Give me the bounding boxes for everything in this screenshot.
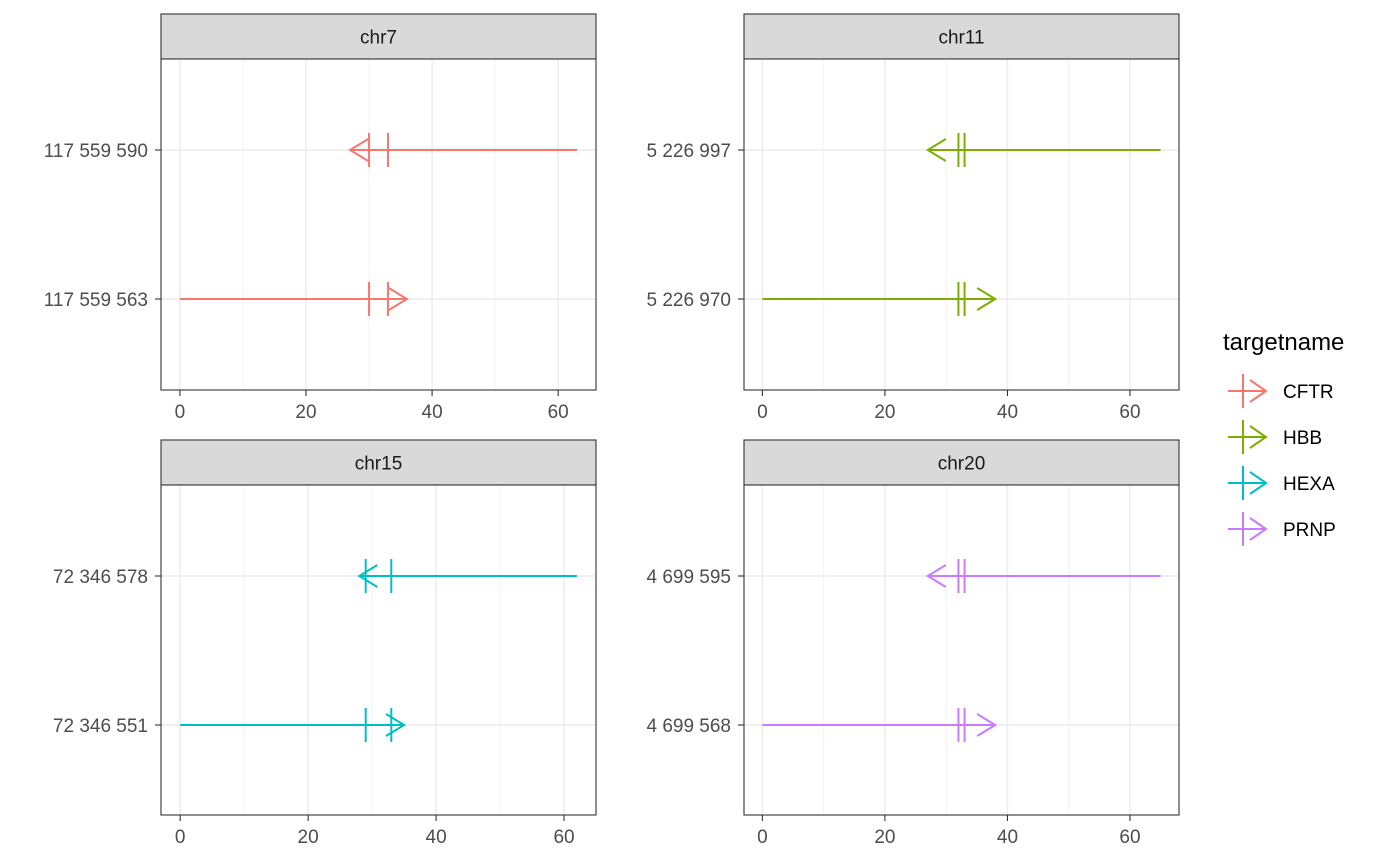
panel-border [743, 58, 1180, 391]
legend-key-arrowhead [1249, 471, 1268, 495]
strip-label: chr20 [938, 454, 986, 475]
segment-arrowhead [976, 713, 998, 737]
data-segment [925, 133, 1161, 167]
legend-key-arrowhead [1249, 425, 1268, 449]
segment-arrowhead [348, 138, 369, 162]
data-segment [762, 282, 998, 316]
strip-background [160, 13, 597, 60]
legend-label: HEXA [1283, 474, 1335, 495]
legend: targetname CFTR HBB HEXA PRNP [1223, 329, 1344, 546]
strip-label: chr11 [938, 28, 984, 49]
legend-key-arrowhead [1249, 379, 1268, 403]
panel-chr11: chr11 5 226 997 5 226 970 0 20 40 60 [646, 13, 1180, 423]
strip-label: chr15 [355, 454, 403, 475]
legend-label: PRNP [1283, 520, 1336, 541]
panel-chr20: chr20 4 699 595 4 699 568 0 20 40 60 [646, 439, 1180, 848]
segment-arrowhead [925, 564, 947, 588]
x-tick-label: 20 [298, 827, 319, 848]
panel-background [161, 59, 596, 390]
y-tick-label: 5 226 970 [646, 290, 731, 311]
data-segment [357, 559, 577, 593]
data-segment [179, 282, 409, 316]
y-tick-label: 4 699 568 [646, 716, 731, 737]
panel-border [160, 484, 597, 816]
x-tick-label: 60 [1119, 402, 1140, 423]
legend-label: CFTR [1283, 382, 1334, 403]
legend-key-PRNP: PRNP [1228, 512, 1336, 546]
panel-chr7: chr7 117 559 590 117 559 563 0 20 40 60 [44, 13, 597, 423]
panel-border [743, 484, 1180, 816]
panel-border [160, 58, 597, 391]
x-tick-label: 40 [997, 402, 1018, 423]
segment-arrowhead [388, 287, 409, 311]
legend-label: HBB [1283, 428, 1322, 449]
panel-background [744, 59, 1179, 390]
segment-arrowhead [925, 138, 947, 162]
y-tick-label: 5 226 997 [646, 141, 731, 162]
x-tick-label: 0 [175, 402, 186, 423]
x-tick-label: 20 [874, 827, 895, 848]
strip-label: chr7 [360, 28, 397, 49]
x-tick-label: 60 [548, 402, 569, 423]
legend-key-CFTR: CFTR [1228, 374, 1334, 408]
x-tick-label: 40 [422, 402, 443, 423]
x-tick-label: 0 [175, 827, 186, 848]
panel-chr15: chr15 72 346 578 72 346 551 0 20 40 60 [53, 439, 597, 848]
strip-background [160, 439, 597, 486]
segment-arrowhead [976, 287, 998, 311]
x-tick-label: 0 [757, 827, 768, 848]
data-segment [925, 559, 1161, 593]
x-tick-label: 40 [997, 827, 1018, 848]
panel-background [744, 485, 1179, 815]
y-tick-label: 72 346 578 [53, 567, 148, 588]
data-segment [180, 708, 407, 742]
legend-key-arrowhead [1249, 517, 1268, 541]
x-tick-label: 20 [295, 402, 316, 423]
y-tick-label: 72 346 551 [53, 716, 148, 737]
y-tick-label: 117 559 563 [44, 290, 148, 311]
panel-background [161, 485, 596, 815]
legend-key-HEXA: HEXA [1228, 466, 1335, 500]
panels-group: chr7 117 559 590 117 559 563 0 20 40 60 chr11 5 … [44, 13, 1180, 848]
segment-arrowhead [357, 564, 378, 588]
x-tick-label: 20 [874, 402, 895, 423]
legend-keys: CFTR HBB HEXA PRNP [1228, 374, 1336, 546]
x-tick-label: 0 [757, 402, 768, 423]
x-tick-label: 60 [1119, 827, 1140, 848]
x-tick-label: 40 [426, 827, 447, 848]
legend-key-HBB: HBB [1228, 420, 1322, 454]
segment-arrowhead [385, 713, 407, 737]
y-tick-label: 117 559 590 [44, 141, 148, 162]
x-tick-label: 60 [553, 827, 574, 848]
strip-background [743, 439, 1180, 486]
strip-background [743, 13, 1180, 60]
legend-title: targetname [1223, 329, 1344, 356]
y-tick-label: 4 699 595 [646, 567, 731, 588]
data-segment [348, 133, 578, 167]
data-segment [762, 708, 998, 742]
